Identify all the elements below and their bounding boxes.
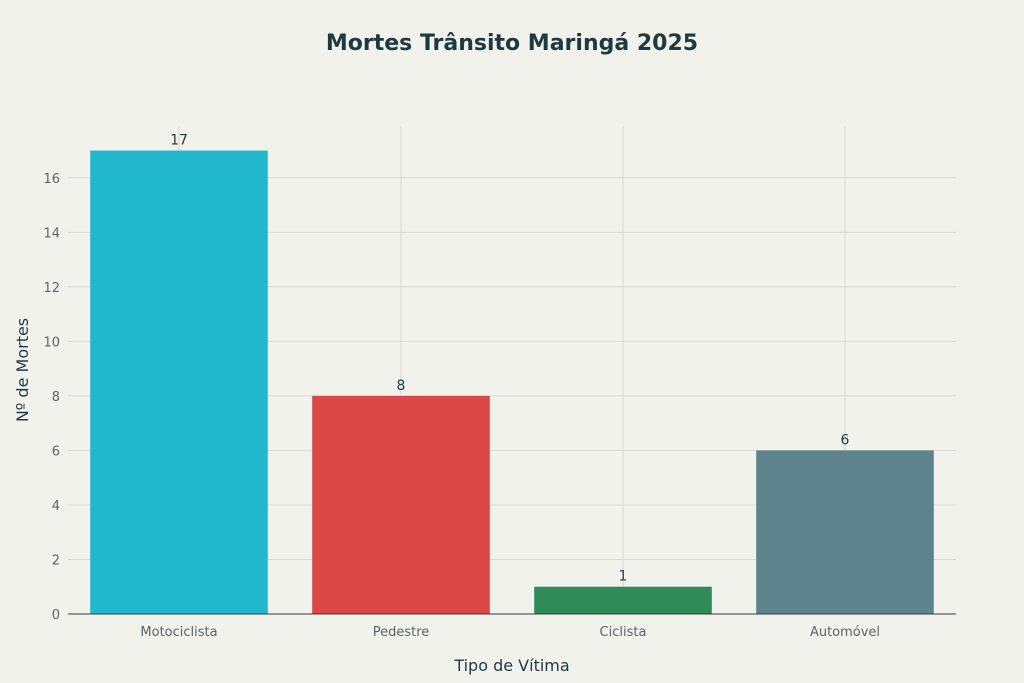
- chart-title: Mortes Trânsito Maringá 2025: [326, 31, 698, 56]
- y-tick-label: 4: [52, 499, 60, 514]
- bar-automóvel: [756, 450, 934, 614]
- x-axis-title: Tipo de Vítima: [453, 656, 569, 675]
- x-tick-label: Automóvel: [810, 625, 880, 640]
- x-tick-label: Pedestre: [373, 625, 430, 640]
- y-tick-label: 12: [43, 281, 60, 296]
- y-tick-label: 10: [43, 335, 60, 350]
- bar-value-label: 8: [397, 378, 406, 394]
- bar-pedestre: [312, 395, 490, 614]
- bar-ciclista: [534, 586, 712, 614]
- bar-value-label: 1: [619, 569, 628, 585]
- y-tick-label: 16: [43, 172, 60, 187]
- y-tick-label: 14: [43, 226, 60, 241]
- y-tick-label: 2: [52, 553, 60, 568]
- bar-value-label: 17: [170, 133, 188, 149]
- y-tick-label: 0: [52, 608, 60, 623]
- bar-motociclista: [90, 150, 268, 614]
- bar-value-label: 6: [841, 432, 850, 448]
- y-axis-title: Nº de Mortes: [13, 318, 32, 422]
- x-tick-label: Motociclista: [140, 625, 217, 640]
- y-tick-label: 6: [52, 444, 60, 459]
- y-tick-label: 8: [52, 390, 60, 405]
- x-tick-label: Ciclista: [600, 625, 647, 640]
